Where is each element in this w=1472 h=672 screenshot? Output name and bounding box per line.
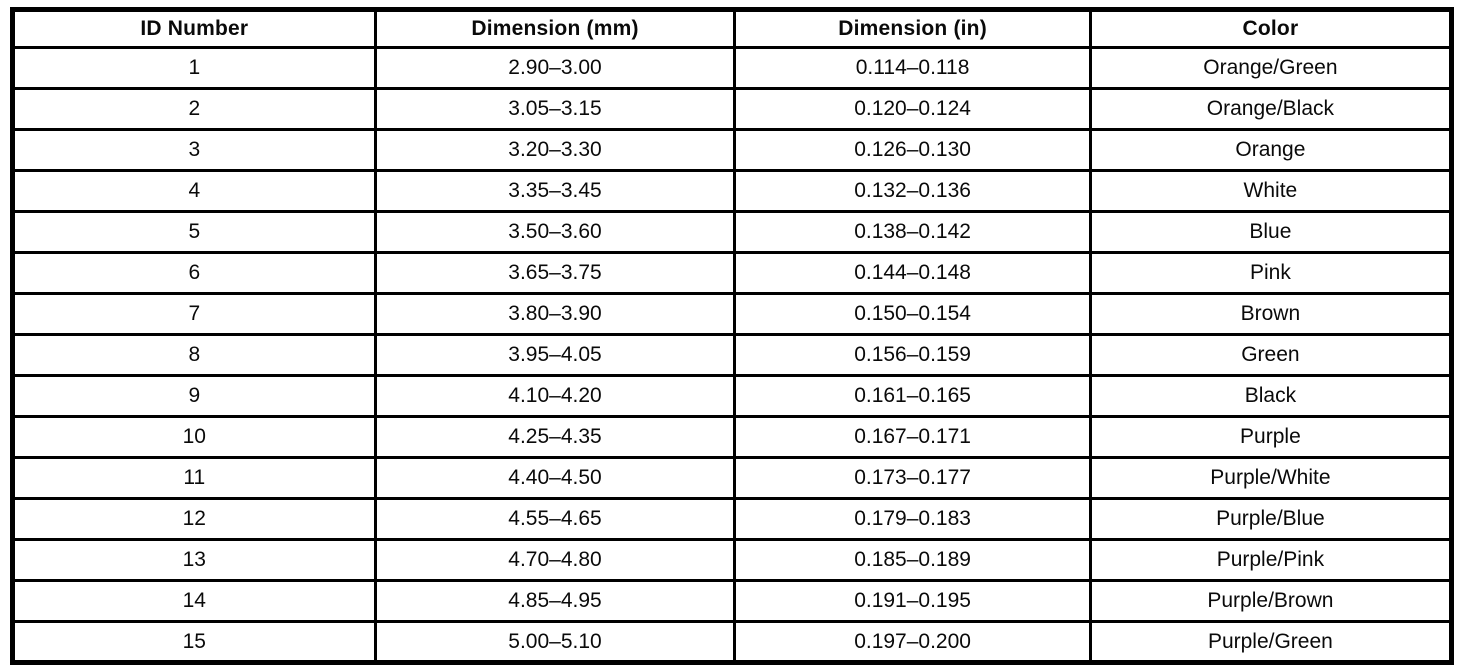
- cell-dimension-mm: 3.80–3.90: [373, 292, 737, 336]
- cell-color: Orange/Black: [1088, 87, 1454, 131]
- cell-color: Purple/Blue: [1088, 497, 1454, 541]
- table-row: 6 3.65–3.75 0.144–0.148 Pink: [11, 251, 1454, 295]
- table-row: 4 3.35–3.45 0.132–0.136 White: [11, 169, 1454, 213]
- cell-id-number: 6: [11, 251, 377, 295]
- header-dimension-in: Dimension (in): [733, 8, 1092, 49]
- cell-dimension-in: 0.114–0.118: [733, 46, 1092, 90]
- cell-color: Blue: [1088, 210, 1454, 254]
- cell-dimension-mm: 3.05–3.15: [373, 87, 737, 131]
- cell-color: Green: [1088, 333, 1454, 377]
- cell-color: Pink: [1088, 251, 1454, 295]
- header-dimension-mm: Dimension (mm): [373, 8, 737, 49]
- table-row: 13 4.70–4.80 0.185–0.189 Purple/Pink: [11, 538, 1454, 582]
- table-row: 3 3.20–3.30 0.126–0.130 Orange: [11, 128, 1454, 172]
- table-row: 11 4.40–4.50 0.173–0.177 Purple/White: [11, 456, 1454, 500]
- cell-id-number: 7: [11, 292, 377, 336]
- cell-id-number: 14: [11, 579, 377, 623]
- cell-dimension-in: 0.185–0.189: [733, 538, 1092, 582]
- cell-dimension-mm: 4.10–4.20: [373, 374, 737, 418]
- cell-color: Purple: [1088, 415, 1454, 459]
- cell-dimension-in: 0.132–0.136: [733, 169, 1092, 213]
- cell-dimension-mm: 4.55–4.65: [373, 497, 737, 541]
- cell-dimension-in: 0.150–0.154: [733, 292, 1092, 336]
- cell-dimension-mm: 3.95–4.05: [373, 333, 737, 377]
- cell-id-number: 13: [11, 538, 377, 582]
- cell-id-number: 12: [11, 497, 377, 541]
- table-row: 15 5.00–5.10 0.197–0.200 Purple/Green: [11, 620, 1454, 664]
- cell-id-number: 4: [11, 169, 377, 213]
- table-row: 5 3.50–3.60 0.138–0.142 Blue: [11, 210, 1454, 254]
- table-row: 14 4.85–4.95 0.191–0.195 Purple/Brown: [11, 579, 1454, 623]
- cell-id-number: 1: [11, 46, 377, 90]
- table-row: 12 4.55–4.65 0.179–0.183 Purple/Blue: [11, 497, 1454, 541]
- cell-id-number: 15: [11, 620, 377, 664]
- cell-id-number: 10: [11, 415, 377, 459]
- cell-id-number: 5: [11, 210, 377, 254]
- cell-dimension-mm: 4.40–4.50: [373, 456, 737, 500]
- cell-color: Orange: [1088, 128, 1454, 172]
- cell-color: Purple/Green: [1088, 620, 1454, 664]
- cell-dimension-in: 0.126–0.130: [733, 128, 1092, 172]
- cell-id-number: 3: [11, 128, 377, 172]
- cell-dimension-mm: 4.85–4.95: [373, 579, 737, 623]
- cell-dimension-mm: 2.90–3.00: [373, 46, 737, 90]
- header-id-number: ID Number: [11, 8, 377, 49]
- cell-dimension-in: 0.173–0.177: [733, 456, 1092, 500]
- cell-dimension-in: 0.144–0.148: [733, 251, 1092, 295]
- cell-dimension-in: 0.120–0.124: [733, 87, 1092, 131]
- table-row: 9 4.10–4.20 0.161–0.165 Black: [11, 374, 1454, 418]
- cell-dimension-mm: 3.65–3.75: [373, 251, 737, 295]
- cell-dimension-in: 0.197–0.200: [733, 620, 1092, 664]
- cell-dimension-in: 0.191–0.195: [733, 579, 1092, 623]
- cell-dimension-mm: 4.70–4.80: [373, 538, 737, 582]
- id-dimension-color-table: ID Number Dimension (mm) Dimension (in) …: [10, 7, 1454, 665]
- cell-color: Purple/White: [1088, 456, 1454, 500]
- cell-id-number: 8: [11, 333, 377, 377]
- table-header-row: ID Number Dimension (mm) Dimension (in) …: [11, 8, 1454, 49]
- table-body: 1 2.90–3.00 0.114–0.118 Orange/Green 2 3…: [11, 46, 1454, 664]
- header-color: Color: [1088, 8, 1454, 49]
- cell-id-number: 9: [11, 374, 377, 418]
- cell-color: Orange/Green: [1088, 46, 1454, 90]
- table-row: 10 4.25–4.35 0.167–0.171 Purple: [11, 415, 1454, 459]
- table-row: 8 3.95–4.05 0.156–0.159 Green: [11, 333, 1454, 377]
- table-row: 7 3.80–3.90 0.150–0.154 Brown: [11, 292, 1454, 336]
- cell-dimension-mm: 3.20–3.30: [373, 128, 737, 172]
- cell-color: Black: [1088, 374, 1454, 418]
- cell-dimension-in: 0.167–0.171: [733, 415, 1092, 459]
- cell-dimension-in: 0.138–0.142: [733, 210, 1092, 254]
- cell-dimension-in: 0.156–0.159: [733, 333, 1092, 377]
- cell-id-number: 2: [11, 87, 377, 131]
- cell-dimension-in: 0.179–0.183: [733, 497, 1092, 541]
- table-row: 2 3.05–3.15 0.120–0.124 Orange/Black: [11, 87, 1454, 131]
- cell-dimension-mm: 3.50–3.60: [373, 210, 737, 254]
- cell-dimension-in: 0.161–0.165: [733, 374, 1092, 418]
- cell-dimension-mm: 3.35–3.45: [373, 169, 737, 213]
- cell-color: Purple/Brown: [1088, 579, 1454, 623]
- cell-color: Brown: [1088, 292, 1454, 336]
- cell-dimension-mm: 4.25–4.35: [373, 415, 737, 459]
- cell-id-number: 11: [11, 456, 377, 500]
- table-row: 1 2.90–3.00 0.114–0.118 Orange/Green: [11, 46, 1454, 90]
- cell-color: White: [1088, 169, 1454, 213]
- cell-color: Purple/Pink: [1088, 538, 1454, 582]
- cell-dimension-mm: 5.00–5.10: [373, 620, 737, 664]
